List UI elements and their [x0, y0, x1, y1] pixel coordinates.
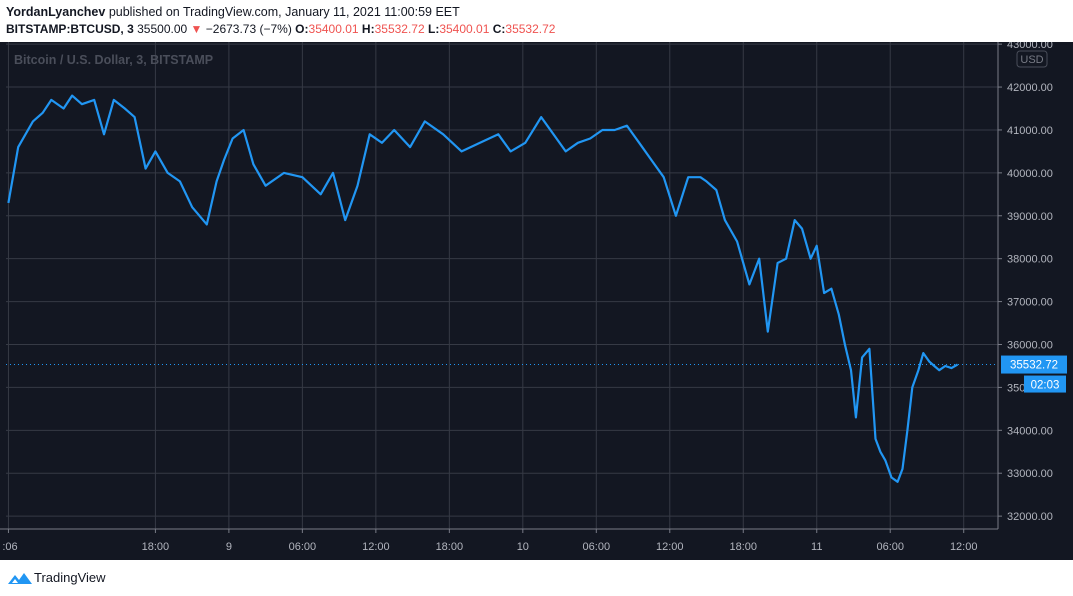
- x-tick-label: 18:00: [436, 541, 464, 553]
- y-tick-label: 38000.00: [1007, 254, 1053, 266]
- ohlc-legend: BITSTAMP:BTCUSD, 3 35500.00 ▼ −2673.73 (…: [6, 22, 555, 36]
- open-value: 35400.01: [308, 22, 359, 36]
- down-arrow-icon: ▼: [190, 22, 203, 36]
- close-value: 35532.72: [505, 22, 556, 36]
- y-tick-label: 32000.00: [1007, 511, 1053, 523]
- y-tick-label: 33000.00: [1007, 468, 1053, 480]
- x-tick-label: 12:00: [362, 541, 390, 553]
- price-line: [7, 94, 959, 483]
- tradingview-logo-icon[interactable]: [8, 570, 32, 586]
- current-price-badges: 35532.72 02:03: [6, 355, 1067, 393]
- x-tick-label: 9: [226, 541, 232, 553]
- x-tick-label: 06:00: [289, 541, 317, 553]
- y-tick-label: 36000.00: [1007, 339, 1053, 351]
- currency-badge[interactable]: [1016, 50, 1048, 68]
- y-tick-label: 34000.00: [1007, 425, 1053, 437]
- current-price-badge: [1001, 355, 1067, 374]
- y-tick-label: 41000.00: [1007, 125, 1053, 137]
- last-price: 35500.00: [137, 22, 188, 36]
- symbol-label[interactable]: BITSTAMP:BTCUSD, 3: [6, 22, 134, 36]
- footer: TradingView: [0, 560, 1073, 596]
- time-axis[interactable]: :06 18:00 9 06:00 12:00 18:00 10 06:00 12:00 18:0…: [0, 528, 998, 553]
- low-label: L:: [428, 22, 440, 36]
- x-tick-label: :06: [2, 541, 17, 553]
- x-tick-label: 11: [811, 541, 822, 553]
- x-tick-label: 10: [517, 541, 529, 553]
- countdown-badge: [1024, 375, 1066, 393]
- y-tick-label: 42000.00: [1007, 82, 1053, 94]
- chart-background: [0, 42, 1073, 560]
- author-name[interactable]: YordanLyanchev: [6, 5, 106, 19]
- y-tick-label: 40000.00: [1007, 168, 1053, 180]
- countdown-label: 02:03: [1031, 380, 1060, 392]
- open-label: O:: [295, 22, 309, 36]
- x-tick-label: 12:00: [656, 541, 684, 553]
- publish-text: published on TradingView.com, January 11…: [108, 5, 460, 19]
- symbol-watermark: Bitcoin / U.S. Dollar, 3, BITSTAMP: [14, 53, 213, 67]
- x-tick-label: 18:00: [142, 541, 170, 553]
- x-tick-label: 12:00: [950, 541, 978, 553]
- publish-info: YordanLyanchev published on TradingView.…: [6, 5, 460, 19]
- x-tick-label: 18:00: [729, 541, 757, 553]
- price-change: −2673.73 (−7%): [205, 22, 292, 36]
- currency-label: USD: [1020, 54, 1043, 66]
- chart-header: YordanLyanchev published on TradingView.…: [0, 0, 1073, 42]
- x-tick-label: 06:00: [876, 541, 904, 553]
- grid: [6, 42, 998, 529]
- y-tick-label: 43000.00: [1007, 42, 1053, 51]
- price-axis[interactable]: 32000.0033000.0034000.0035000.0036000.00…: [997, 42, 1053, 529]
- y-tick-label: 37000.00: [1007, 297, 1053, 309]
- high-value: 35532.72: [374, 22, 425, 36]
- tradingview-brand[interactable]: TradingView: [34, 570, 106, 585]
- current-price-label: 35532.72: [1010, 360, 1058, 372]
- close-label: C:: [492, 22, 506, 36]
- high-label: H:: [361, 22, 375, 36]
- y-tick-label: 39000.00: [1007, 211, 1053, 223]
- price-series: [7, 94, 959, 483]
- x-tick-label: 06:00: [583, 541, 611, 553]
- low-value: 35400.01: [439, 22, 490, 36]
- price-chart[interactable]: Bitcoin / U.S. Dollar, 3, BITSTAMP 32000…: [0, 42, 1073, 560]
